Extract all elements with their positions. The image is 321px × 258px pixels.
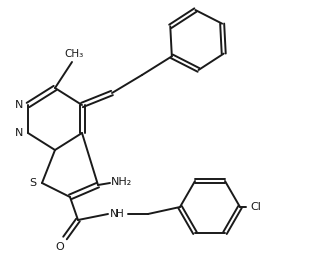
Text: S: S	[30, 178, 37, 188]
Text: O: O	[56, 242, 65, 252]
Text: H: H	[116, 209, 124, 219]
Text: N: N	[15, 128, 23, 138]
Text: Cl: Cl	[251, 202, 261, 212]
Text: N: N	[15, 100, 23, 110]
Text: CH₃: CH₃	[65, 49, 84, 59]
Text: NH₂: NH₂	[111, 177, 133, 187]
Text: N: N	[110, 209, 118, 219]
